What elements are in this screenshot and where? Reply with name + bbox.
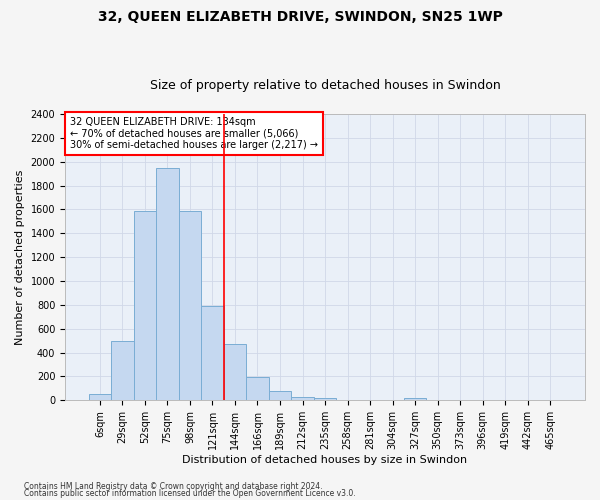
Text: 32 QUEEN ELIZABETH DRIVE: 134sqm
← 70% of detached houses are smaller (5,066)
30: 32 QUEEN ELIZABETH DRIVE: 134sqm ← 70% o… xyxy=(70,117,318,150)
Bar xyxy=(179,210,201,400)
Text: Contains HM Land Registry data © Crown copyright and database right 2024.: Contains HM Land Registry data © Crown c… xyxy=(24,482,323,491)
Bar xyxy=(224,344,246,401)
Bar xyxy=(314,398,336,400)
Bar xyxy=(156,168,179,400)
X-axis label: Distribution of detached houses by size in Swindon: Distribution of detached houses by size … xyxy=(182,455,467,465)
Bar xyxy=(404,398,427,400)
Text: Contains public sector information licensed under the Open Government Licence v3: Contains public sector information licen… xyxy=(24,490,356,498)
Bar xyxy=(269,391,291,400)
Title: Size of property relative to detached houses in Swindon: Size of property relative to detached ho… xyxy=(149,79,500,92)
Bar xyxy=(111,340,134,400)
Y-axis label: Number of detached properties: Number of detached properties xyxy=(15,170,25,345)
Bar xyxy=(134,210,156,400)
Bar xyxy=(201,306,224,400)
Bar xyxy=(291,397,314,400)
Bar xyxy=(246,377,269,400)
Text: 32, QUEEN ELIZABETH DRIVE, SWINDON, SN25 1WP: 32, QUEEN ELIZABETH DRIVE, SWINDON, SN25… xyxy=(98,10,502,24)
Bar xyxy=(89,394,111,400)
